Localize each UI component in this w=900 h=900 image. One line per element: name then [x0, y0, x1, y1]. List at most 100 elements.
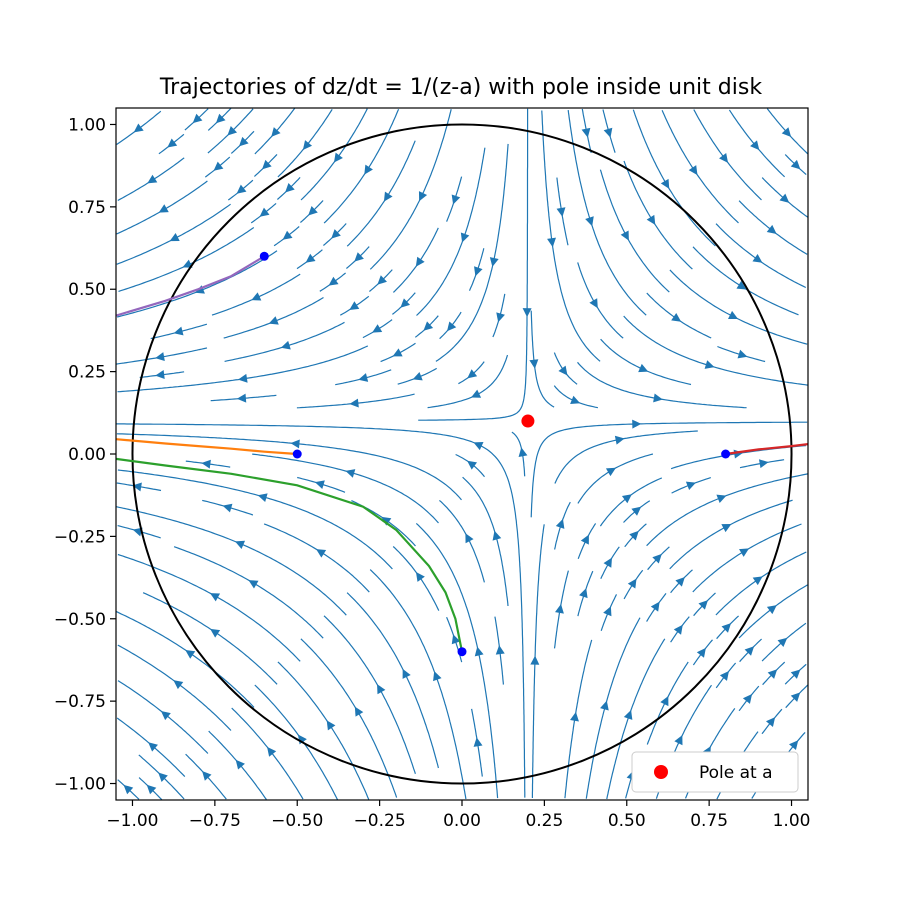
streamline [577, 262, 624, 339]
streamline-arrow [529, 359, 539, 369]
streamline-arrow [267, 746, 277, 757]
streamline-arrow [248, 580, 259, 589]
streamline-arrow [555, 518, 565, 529]
streamline-arrow [752, 253, 763, 263]
streamline-arrow [620, 230, 629, 241]
streamline-arrow [698, 600, 708, 610]
streamline [392, 546, 440, 611]
x-tick-label: 0.50 [608, 811, 646, 831]
x-tick-label: −0.50 [271, 811, 323, 831]
streamline-arrow [728, 310, 739, 319]
streamline-arrow [704, 360, 715, 369]
streamline [692, 246, 799, 316]
streamline [646, 473, 808, 547]
streamline-arrow [600, 700, 609, 711]
x-tick-label: 0.00 [443, 811, 481, 831]
streamline-arrow [251, 292, 262, 301]
streamline-arrow [471, 389, 482, 398]
streamline-arrow [364, 164, 373, 175]
streamline [692, 523, 802, 593]
streamline-arrow [133, 123, 144, 133]
streamline-arrow [236, 184, 247, 194]
streamline-arrow [383, 191, 393, 202]
streamline-arrow [605, 467, 616, 477]
streamline-arrow [222, 503, 233, 513]
streamline-arrow [675, 576, 685, 587]
streamline-arrow [210, 628, 221, 638]
streamline-arrow [234, 540, 246, 550]
streamline-arrow [474, 266, 483, 277]
streamline-arrow [155, 370, 165, 379]
streamline-arrow [235, 759, 245, 770]
streamline-arrow [790, 692, 801, 702]
streamline-arrow [650, 601, 660, 612]
streamline [661, 110, 739, 224]
streamline-arrow [349, 301, 360, 310]
streamline-arrow [474, 646, 484, 657]
chart-title: Trajectories of dz/dt = 1/(z-a) with pol… [159, 75, 762, 100]
streamline [173, 546, 324, 639]
streamline-arrow [213, 161, 224, 171]
streamline [263, 523, 370, 593]
streamline [567, 110, 647, 316]
streamline-arrow [752, 576, 763, 586]
x-tick-label: −1.00 [106, 811, 158, 831]
streamline [118, 227, 255, 292]
trajectory-start-point [292, 449, 302, 459]
streamline-arrow [473, 441, 484, 451]
x-tick-label: 0.75 [690, 811, 728, 831]
streamline [300, 108, 368, 201]
legend-pole-label: Pole at a [699, 763, 773, 783]
streamline [646, 292, 712, 339]
streamline-arrow [451, 194, 461, 205]
streamline-arrow [603, 557, 612, 568]
streamline-arrow [496, 312, 505, 323]
trajectory-line [116, 457, 464, 652]
streamline-arrow [331, 229, 341, 239]
streamline-arrow [465, 533, 474, 544]
streamline-arrow [257, 493, 268, 503]
streamline-arrow [555, 603, 564, 614]
streamline-arrow [581, 127, 591, 138]
streamline [553, 385, 599, 409]
streamline-arrow [173, 680, 184, 690]
streamline-arrow [653, 393, 663, 403]
streamline-arrow [259, 207, 270, 217]
streamline-arrow [308, 206, 318, 216]
streamline-arrow [185, 649, 196, 659]
streamline-arrow [766, 224, 777, 234]
streamline-arrow [570, 395, 581, 405]
streamline [116, 180, 208, 235]
streamline-arrow [467, 369, 478, 379]
streamline-arrow [492, 530, 502, 541]
pole-marker [521, 414, 535, 428]
streamline-arrow [467, 460, 478, 470]
streamline-arrow [779, 193, 790, 203]
streamline-arrow [638, 363, 649, 373]
streamline [623, 160, 693, 270]
streamline-arrow [192, 113, 203, 124]
y-tick-label: 0.75 [68, 198, 106, 218]
streamline-arrow [423, 321, 434, 331]
streamline-arrow [377, 275, 387, 285]
streamline-arrow [326, 720, 336, 731]
streamline [117, 680, 209, 754]
streamline-arrow [522, 308, 532, 318]
streamline [623, 315, 808, 386]
streamline [669, 269, 808, 345]
streamline [670, 445, 806, 470]
streamline-arrow [147, 174, 158, 184]
streamline-arrow [418, 191, 428, 202]
y-tick-label: −0.50 [54, 610, 106, 630]
streamline-arrow [530, 655, 540, 665]
streamline-arrow [790, 159, 801, 170]
streamline-arrow [631, 506, 642, 516]
streamline-arrow [579, 588, 588, 599]
streamline-arrow [358, 373, 369, 382]
streamline-arrow [460, 232, 470, 243]
streamline-arrow [721, 523, 732, 533]
streamline-arrow [282, 230, 293, 240]
streamline-arrow [354, 252, 364, 262]
streamline-arrow [696, 647, 706, 658]
